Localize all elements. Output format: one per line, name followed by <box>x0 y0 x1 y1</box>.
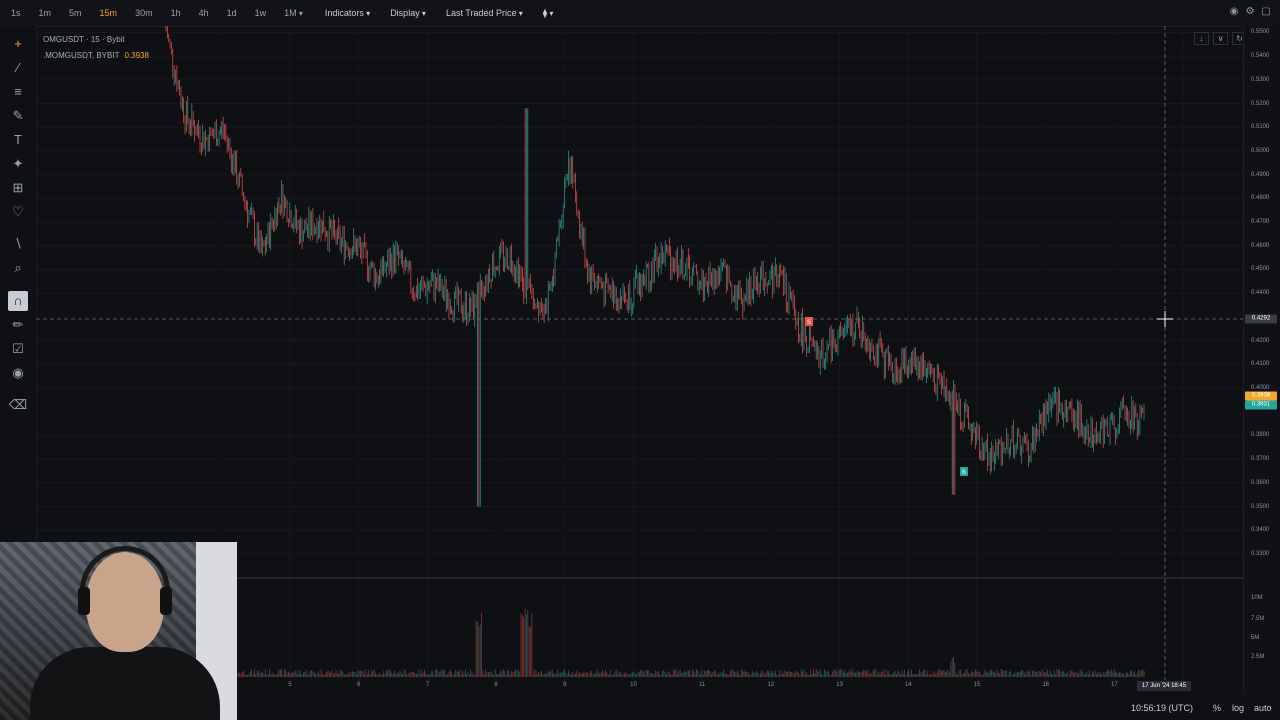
crosshair-icon <box>1157 311 1173 327</box>
display-menu[interactable]: Display <box>375 0 431 26</box>
svg-text:B: B <box>962 470 966 476</box>
price-tick: 0.4800 <box>1251 195 1270 202</box>
text-icon[interactable]: T <box>14 132 22 147</box>
time-axis[interactable]: 17 16 15 14 13 12 11 10 9 8 7 6 5 17 Jun '24 18:45 <box>36 680 1243 694</box>
time-tick: 13 <box>836 682 843 688</box>
time-tick: 17 <box>1111 682 1118 688</box>
price-tick: 0.3500 <box>1251 503 1270 510</box>
trash-icon[interactable]: ⌫ <box>8 397 28 412</box>
chart-legend: OMGUSDT · 15 · Bybit .MOMGUSDT, BYBIT 0.3… <box>43 32 149 64</box>
percent-toggle[interactable]: % <box>1213 703 1222 713</box>
time-tick: 10 <box>630 682 637 688</box>
time-tick: 14 <box>904 682 912 688</box>
time-tick: 8 <box>494 682 498 688</box>
buy-marker: B <box>960 467 968 476</box>
price-source-menu[interactable]: Last Traded Price <box>431 0 528 26</box>
price-tick: 0.4100 <box>1251 361 1270 368</box>
timeframe-1m[interactable]: 1m <box>38 8 52 18</box>
price-tick: 0.3800 <box>1251 432 1270 439</box>
price-tick: 0.3600 <box>1251 479 1270 486</box>
timeframe-15m[interactable]: 15m <box>99 8 118 18</box>
crosshair-price-label: 0.4292 <box>1245 314 1277 324</box>
timeframe-selector: 1s 1m 5m 15m 30m 1h 4h 1d 1w 1M <box>0 0 310 26</box>
collapse-icon[interactable]: ∨ <box>1213 32 1228 45</box>
settings-icon[interactable]: ⚙ <box>1245 6 1255 17</box>
price-tick: 0.3300 <box>1251 551 1270 557</box>
time-tick: 9 <box>563 682 567 688</box>
camera-icon[interactable]: ◉ <box>1229 6 1239 17</box>
magnet-icon[interactable]: ∩ <box>8 291 28 311</box>
timeframe-4h[interactable]: 4h <box>198 8 209 18</box>
compare-series[interactable]: .MOMGUSDT, BYBIT 0.3938 <box>43 51 149 60</box>
ruler-icon[interactable]: ∖ <box>13 236 23 251</box>
fib-icon[interactable]: ≡ <box>14 84 22 99</box>
price-tick: 0.4000 <box>1251 385 1270 392</box>
fullscreen-icon[interactable]: ▢ <box>1261 6 1271 17</box>
price-tick: 0.4500 <box>1251 266 1270 273</box>
top-toolbar: 1s 1m 5m 15m 30m 1h 4h 1d 1w 1M Indicators Displa… <box>0 0 1280 27</box>
price-tick: 0.5100 <box>1251 124 1270 131</box>
price-tick: 0.4200 <box>1251 337 1270 344</box>
volume-tick: 2.5M <box>1251 654 1265 660</box>
timeframe-1M[interactable]: 1M <box>273 0 310 26</box>
price-tick: 0.4700 <box>1251 219 1270 226</box>
eye-icon[interactable]: ◉ <box>12 365 24 380</box>
projection-icon[interactable]: ⊞ <box>12 180 24 195</box>
time-tick: 12 <box>767 682 775 688</box>
compare-value: 0.3938 <box>124 51 149 60</box>
compare-menu[interactable]: ⧫ <box>528 0 559 26</box>
price-tick: 0.5500 <box>1251 29 1270 36</box>
crosshair-time-label: 17 Jun '24 18:45 <box>1136 681 1192 691</box>
webcam-overlay <box>0 542 237 720</box>
time-tick: 5 <box>288 682 292 688</box>
time-tick: 15 <box>973 682 981 688</box>
volume-tick: 10M <box>1251 595 1263 601</box>
price-tick: 0.4400 <box>1251 290 1270 297</box>
volume-tick: 7.5M <box>1251 616 1265 622</box>
lock-drawing-icon[interactable]: ✏ <box>12 317 24 332</box>
price-tick: 0.5200 <box>1251 100 1270 107</box>
auto-toggle[interactable]: auto <box>1254 703 1272 713</box>
timeframe-30m[interactable]: 30m <box>135 8 153 18</box>
time-tick: 7 <box>425 682 430 688</box>
heart-icon[interactable]: ♡ <box>12 204 24 219</box>
log-toggle[interactable]: log <box>1232 703 1245 713</box>
price-tick: 0.5300 <box>1251 76 1270 83</box>
timeframe-1d[interactable]: 1d <box>226 8 237 18</box>
price-chart[interactable]: S B <box>36 26 1243 680</box>
indicators-menu[interactable]: Indicators <box>310 0 375 26</box>
pattern-icon[interactable]: ✦ <box>12 156 24 171</box>
time-tick: 6 <box>357 682 361 688</box>
price-tick: 0.4600 <box>1251 242 1270 249</box>
last-price-label: 0.3938 <box>1245 391 1277 401</box>
zoom-icon[interactable]: ⌕ <box>14 260 22 275</box>
price-tick: 0.5000 <box>1251 147 1270 154</box>
price-axis[interactable]: 2.5M 5M 7.5M 10M 0.3300 0.3400 0.3500 0.3600 0.3… <box>1243 26 1280 694</box>
timeframe-1w[interactable]: 1w <box>254 8 267 18</box>
price-tick: 0.4900 <box>1251 171 1270 178</box>
price-tick: 0.3400 <box>1251 527 1270 534</box>
utc-clock: 10:56:19 (UTC) <box>1131 703 1194 713</box>
brush-icon[interactable]: ✎ <box>12 108 24 123</box>
timeframe-1s[interactable]: 1s <box>11 8 21 18</box>
timeframe-1h[interactable]: 1h <box>170 8 181 18</box>
crosshair-icon[interactable]: + <box>14 36 22 51</box>
svg-text:S: S <box>807 320 811 326</box>
sell-marker: S <box>805 317 813 326</box>
arrow-down-icon[interactable]: ↓ <box>1194 32 1209 45</box>
price-tick: 0.5400 <box>1251 53 1270 60</box>
trendline-icon[interactable]: ∕ <box>16 60 20 75</box>
time-tick: 16 <box>1042 682 1050 688</box>
timeframe-5m[interactable]: 5m <box>69 8 82 18</box>
symbol-title: OMGUSDT · 15 · Bybit <box>43 35 125 44</box>
time-tick: 11 <box>699 682 706 688</box>
lock-icon[interactable]: ☑ <box>12 341 24 356</box>
mark-price-label: 0.3931 <box>1245 400 1277 410</box>
volume-tick: 5M <box>1251 635 1260 641</box>
price-tick: 0.3700 <box>1251 456 1270 463</box>
